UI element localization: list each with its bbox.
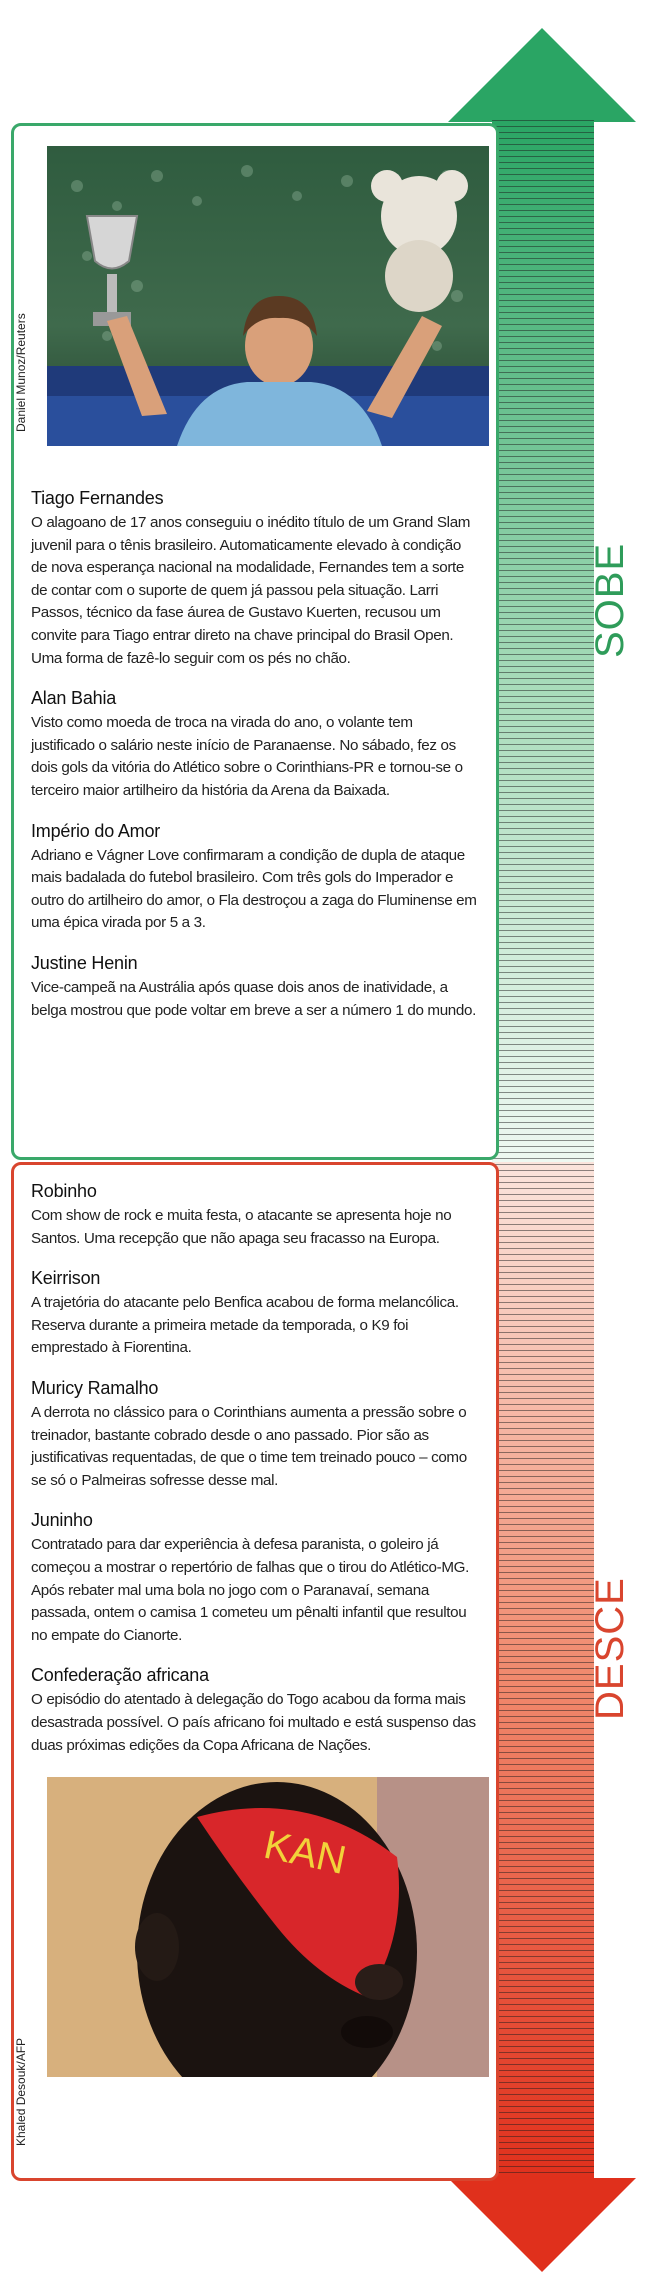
item-title: Confederação africana — [31, 1665, 209, 1686]
desce-label: DESCE — [588, 1577, 632, 1720]
item-title: Justine Henin — [31, 952, 138, 973]
item-text: Visto como moeda de troca na virada do a… — [31, 714, 463, 799]
list-item: Confederação africana O episódio do aten… — [31, 1665, 480, 1757]
desce-panel: Robinho Com show de rock e muita festa, … — [11, 1162, 499, 2181]
item-title: Juninho — [31, 1510, 93, 1531]
item-title: Tiago Fernandes — [31, 488, 164, 508]
tennis-player-trophy-image — [47, 146, 489, 446]
torcedor-photo: KAN — [47, 1777, 489, 2078]
list-item: Alan Bahia Visto como moeda de troca na … — [31, 688, 480, 802]
list-item: Império do Amor Adriano e Vágner Love co… — [31, 821, 480, 935]
sobe-label: SOBE — [588, 542, 632, 658]
sobe-panel: Daniel Munoz/Reuters Tiago Fernandes O a… — [11, 123, 499, 1160]
photo-credit: Khaled Desouk/AFP — [14, 2037, 28, 2146]
item-text: O alagoano de 17 anos conseguiu o inédit… — [31, 514, 471, 667]
item-title: Robinho — [31, 1181, 97, 1201]
item-title: Muricy Ramalho — [31, 1377, 159, 1398]
item-title: Keirrison — [31, 1268, 101, 1289]
photo-credit: Daniel Munoz/Reuters — [14, 313, 28, 432]
list-item: Muricy Ramalho A derrota no clássico par… — [31, 1378, 480, 1492]
item-title: Império do Amor — [31, 820, 161, 841]
item-text: O episódio do atentado à delegação do To… — [31, 1691, 476, 1754]
list-item: Tiago Fernandes O alagoano de 17 anos co… — [31, 488, 480, 670]
item-text: Adriano e Vágner Love confirmaram a cond… — [31, 846, 477, 932]
list-item: Robinho Com show de rock e muita festa, … — [31, 1181, 480, 1250]
item-text: A derrota no clássico para o Corinthians… — [31, 1403, 467, 1489]
list-item: Justine Henin Vice-campeã na Austrália a… — [31, 953, 480, 1022]
up-arrow-head — [448, 28, 636, 122]
list-item: Juninho Contratado para dar experiência … — [31, 1510, 480, 1647]
item-text: Vice-campeã na Austrália após quase dois… — [31, 978, 476, 1019]
painted-face-fan-image: KAN — [47, 1777, 489, 2078]
item-text: A trajetória do atacante pelo Benfica ac… — [31, 1294, 459, 1357]
item-title: Alan Bahia — [31, 688, 117, 709]
item-text: Com show de rock e muita festa, o atacan… — [31, 1207, 452, 1247]
down-arrow-head — [448, 2178, 636, 2272]
item-text: Contratado para dar experiência à defesa… — [31, 1536, 469, 1644]
list-item: Keirrison A trajetória do atacante pelo … — [31, 1268, 480, 1360]
tiago-fernandes-photo — [47, 146, 489, 446]
